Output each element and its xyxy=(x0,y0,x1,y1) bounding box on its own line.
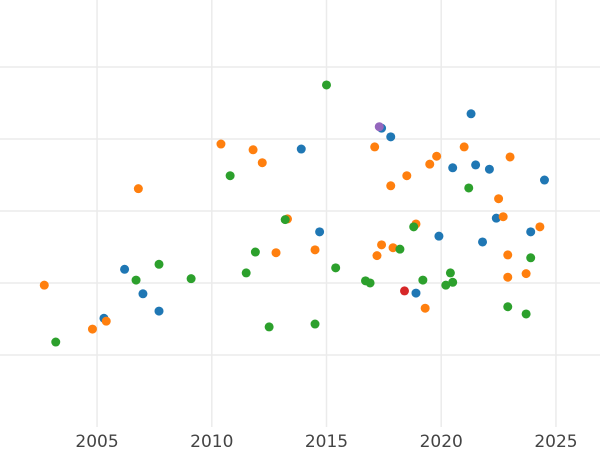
point-green xyxy=(521,309,531,319)
point-blue xyxy=(386,132,396,142)
point-green xyxy=(503,302,513,312)
point-orange xyxy=(101,316,111,326)
point-green xyxy=(441,280,451,290)
point-green xyxy=(51,337,61,347)
point-blue xyxy=(138,289,148,299)
point-green xyxy=(241,268,251,278)
point-orange xyxy=(498,212,508,222)
point-orange xyxy=(216,139,226,149)
point-blue xyxy=(491,213,501,223)
x-tick-label: 2015 xyxy=(305,432,348,450)
point-orange xyxy=(459,142,469,152)
x-tick-label: 2020 xyxy=(420,432,463,450)
point-blue xyxy=(484,164,494,174)
point-green xyxy=(445,268,455,278)
point-orange xyxy=(432,151,442,161)
point-orange xyxy=(494,194,504,204)
point-orange xyxy=(535,222,545,232)
point-green xyxy=(448,277,458,287)
point-orange xyxy=(257,158,267,168)
point-blue xyxy=(466,109,476,119)
point-green xyxy=(310,319,320,329)
point-blue xyxy=(411,288,421,298)
point-green xyxy=(365,278,375,288)
point-orange xyxy=(503,272,513,282)
point-orange xyxy=(386,181,396,191)
point-blue xyxy=(154,306,164,316)
point-blue xyxy=(539,175,549,185)
point-green xyxy=(131,275,141,285)
point-orange xyxy=(425,159,435,169)
point-orange xyxy=(87,324,97,334)
gridlines xyxy=(0,0,600,427)
point-blue xyxy=(471,160,481,170)
point-green xyxy=(250,247,260,257)
point-green xyxy=(154,259,164,269)
point-green xyxy=(526,253,536,263)
point-green xyxy=(331,263,341,273)
point-green xyxy=(264,322,274,332)
point-green xyxy=(322,80,332,90)
point-orange xyxy=(503,250,513,260)
point-blue xyxy=(296,144,306,154)
x-tick-label: 2005 xyxy=(75,432,118,450)
point-orange xyxy=(377,240,387,250)
point-green xyxy=(464,183,474,193)
point-orange xyxy=(133,184,143,194)
point-green xyxy=(225,171,235,181)
point-green xyxy=(186,274,196,284)
point-orange xyxy=(310,245,320,255)
point-orange xyxy=(388,243,398,253)
point-orange xyxy=(248,145,258,155)
point-orange xyxy=(420,303,430,313)
point-green xyxy=(395,244,405,254)
x-tick-label: 2010 xyxy=(190,432,233,450)
point-orange xyxy=(521,269,531,279)
point-blue xyxy=(120,264,130,274)
point-orange xyxy=(372,251,382,261)
point-red xyxy=(400,286,410,296)
point-green xyxy=(418,275,428,285)
data-points xyxy=(39,80,549,347)
point-blue xyxy=(478,237,488,247)
point-orange xyxy=(271,248,281,258)
point-blue xyxy=(315,227,325,237)
point-green xyxy=(409,222,419,232)
point-blue xyxy=(448,163,458,173)
point-purple xyxy=(374,122,384,132)
point-orange xyxy=(39,280,49,290)
x-tick-label: 2025 xyxy=(534,432,577,450)
point-blue xyxy=(434,231,444,241)
point-green xyxy=(280,215,290,225)
point-blue xyxy=(526,227,536,237)
x-axis-ticks: 2005 2010 2015 2020 2025 xyxy=(75,432,577,450)
point-orange xyxy=(370,142,380,152)
point-orange xyxy=(505,152,515,162)
point-orange xyxy=(402,171,412,181)
